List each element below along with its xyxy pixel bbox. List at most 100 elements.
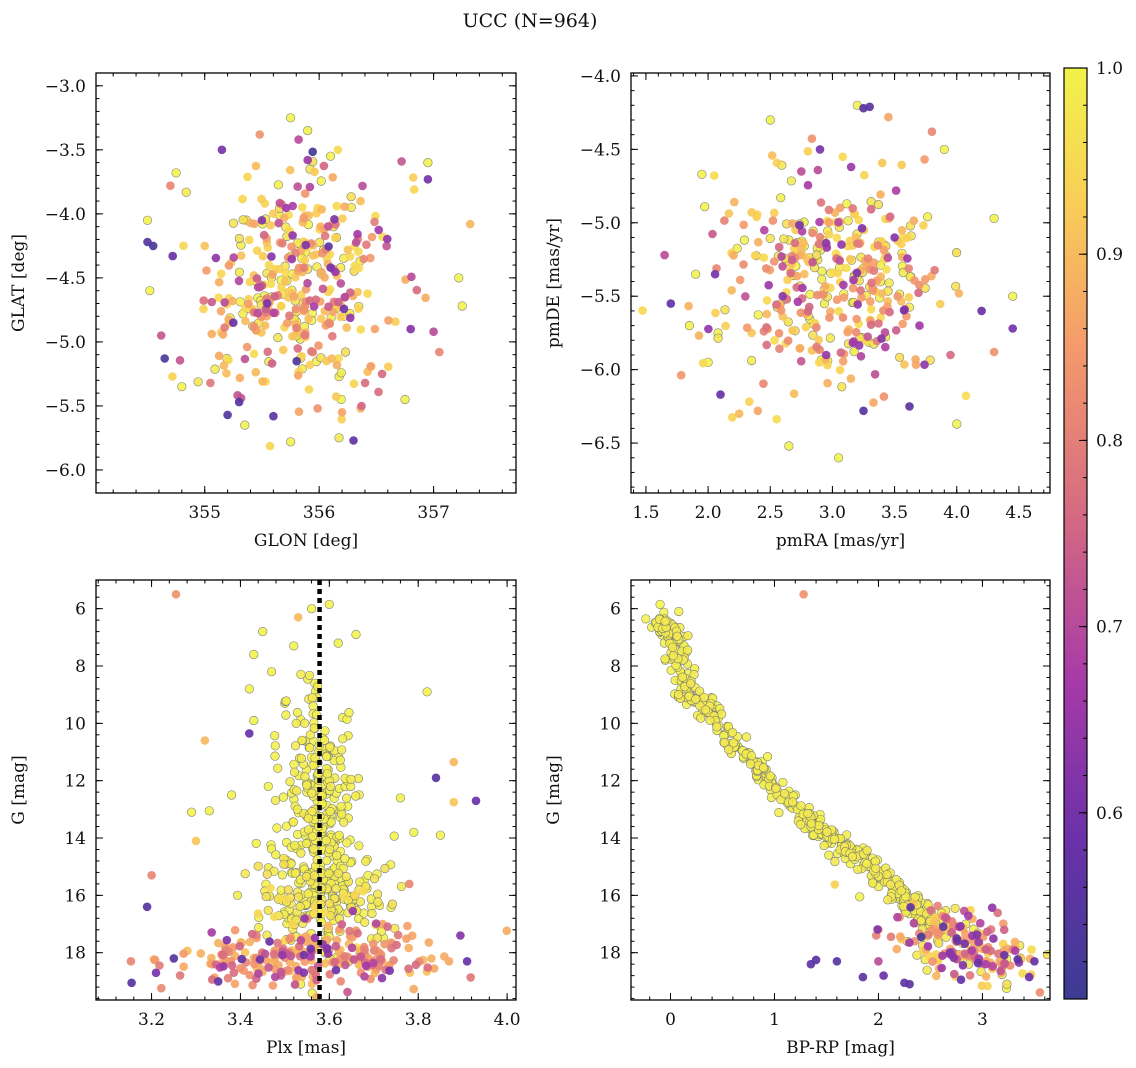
data-point bbox=[822, 827, 832, 837]
y-tick-label: 8 bbox=[75, 657, 86, 677]
data-point bbox=[207, 928, 216, 937]
data-point bbox=[435, 347, 444, 357]
data-point bbox=[127, 978, 136, 988]
data-point bbox=[360, 917, 370, 927]
data-point bbox=[354, 247, 363, 256]
x-axis-label: Plx [mas] bbox=[266, 1038, 346, 1058]
data-point bbox=[676, 370, 686, 380]
y-tick-label: −4.0 bbox=[45, 205, 86, 225]
data-point bbox=[392, 940, 401, 950]
data-point bbox=[213, 977, 223, 986]
data-point bbox=[166, 181, 175, 190]
data-point bbox=[895, 352, 905, 362]
data-point bbox=[920, 360, 929, 370]
data-point bbox=[928, 957, 937, 966]
data-point bbox=[897, 225, 907, 235]
y-tick-label: 18 bbox=[599, 944, 621, 964]
data-point bbox=[406, 324, 416, 334]
data-point bbox=[273, 763, 283, 773]
data-point bbox=[263, 347, 273, 357]
data-point bbox=[199, 304, 208, 314]
data-point bbox=[281, 710, 291, 720]
data-point bbox=[848, 204, 857, 213]
data-point bbox=[891, 326, 901, 335]
data-point bbox=[353, 929, 362, 938]
data-point bbox=[235, 373, 245, 383]
data-point bbox=[824, 205, 834, 215]
data-point bbox=[248, 980, 257, 990]
data-point bbox=[345, 926, 354, 936]
data-point bbox=[309, 723, 319, 733]
data-point bbox=[358, 181, 367, 191]
data-point bbox=[698, 358, 708, 368]
data-point bbox=[922, 965, 932, 975]
data-point bbox=[290, 741, 301, 751]
data-point bbox=[249, 349, 259, 359]
data-point bbox=[853, 864, 863, 874]
data-point bbox=[854, 341, 864, 350]
data-point bbox=[344, 708, 354, 718]
data-point bbox=[753, 310, 763, 320]
data-point bbox=[294, 135, 303, 144]
data-point bbox=[363, 289, 372, 298]
data-point bbox=[151, 968, 161, 978]
data-point bbox=[316, 314, 326, 324]
data-point bbox=[839, 293, 849, 302]
data-point bbox=[357, 401, 366, 411]
data-point bbox=[843, 327, 852, 337]
data-point bbox=[885, 307, 894, 317]
data-point bbox=[333, 145, 343, 155]
data-point bbox=[262, 299, 272, 308]
data-point bbox=[465, 219, 475, 229]
data-point bbox=[849, 275, 858, 285]
data-point bbox=[700, 202, 710, 212]
data-point bbox=[745, 397, 754, 407]
points-group bbox=[641, 590, 1050, 997]
data-point bbox=[289, 292, 299, 301]
data-point bbox=[909, 216, 919, 225]
data-point bbox=[354, 304, 363, 314]
data-point bbox=[862, 859, 872, 869]
data-point bbox=[868, 878, 878, 888]
data-point bbox=[228, 296, 237, 306]
data-point bbox=[285, 777, 295, 787]
data-point bbox=[289, 641, 299, 651]
data-point bbox=[377, 369, 387, 379]
x-tick-label: 3.4 bbox=[227, 1010, 254, 1030]
data-point bbox=[712, 722, 722, 732]
data-point bbox=[677, 672, 687, 682]
data-point bbox=[169, 954, 179, 963]
data-point bbox=[220, 323, 229, 332]
data-point bbox=[705, 715, 715, 725]
data-point bbox=[724, 209, 734, 218]
y-tick-label: 10 bbox=[64, 714, 86, 734]
x-tick-label: 3.2 bbox=[138, 1010, 165, 1030]
data-point bbox=[288, 920, 297, 929]
data-point bbox=[742, 323, 752, 333]
data-point bbox=[270, 972, 280, 982]
data-point bbox=[244, 684, 254, 694]
data-point bbox=[276, 301, 286, 311]
data-point bbox=[825, 333, 835, 343]
data-point bbox=[290, 868, 300, 878]
data-point bbox=[222, 369, 231, 378]
data-point bbox=[245, 729, 254, 738]
data-point bbox=[721, 321, 730, 331]
data-point bbox=[891, 186, 901, 195]
data-point bbox=[890, 233, 899, 242]
data-point bbox=[310, 902, 320, 912]
data-point bbox=[181, 187, 191, 197]
data-point bbox=[307, 347, 316, 356]
data-point bbox=[303, 278, 312, 288]
data-point bbox=[230, 925, 240, 935]
data-point bbox=[808, 257, 817, 267]
data-point bbox=[449, 757, 459, 767]
data-point bbox=[701, 705, 711, 715]
data-point bbox=[308, 251, 318, 260]
y-tick-label: 14 bbox=[599, 829, 621, 849]
data-point bbox=[253, 909, 263, 918]
data-point bbox=[380, 863, 390, 874]
data-point bbox=[783, 317, 793, 327]
data-point bbox=[833, 268, 843, 278]
data-point bbox=[331, 233, 340, 242]
